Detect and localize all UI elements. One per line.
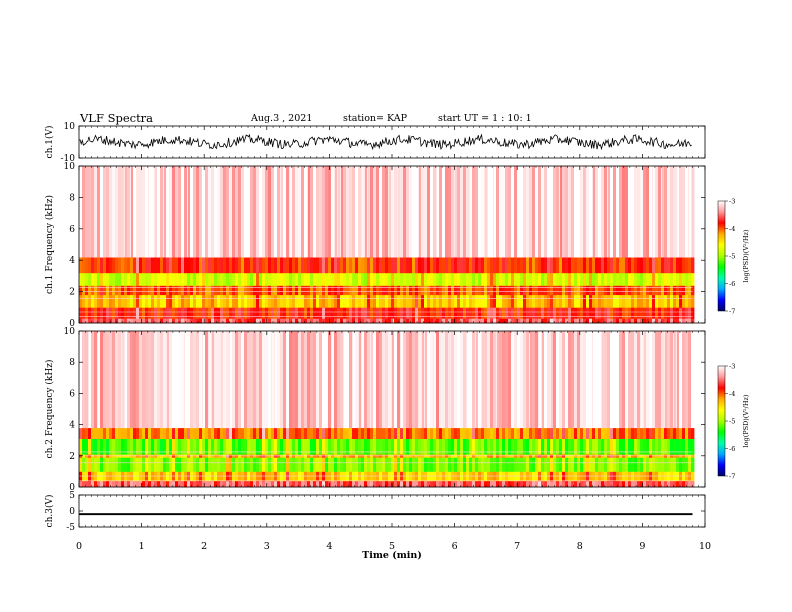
ch2-spec-ytick: 2	[69, 452, 75, 462]
colorbar-label: log(PSD)(V²/Hz)	[742, 394, 750, 447]
spectrogram-ch1	[79, 166, 695, 324]
colorbar-tick: -5	[729, 253, 735, 261]
ch1-wave-ytick: -10	[61, 154, 76, 164]
colorbar-tick: -5	[729, 418, 735, 426]
colorbar-tick: -7	[729, 473, 735, 481]
x-axis-label: Time (min)	[362, 550, 422, 561]
panel-frame	[78, 494, 706, 528]
date-label: Aug.3 , 2021	[251, 113, 313, 124]
station-label: station= KAP	[343, 113, 407, 124]
x-tick-label: 8	[577, 541, 583, 552]
ch1-spec-ytick: 2	[69, 288, 75, 298]
x-tick-label: 4	[326, 541, 332, 552]
ch1-spec-ylabel: ch.1 Frequency (kHz)	[44, 195, 55, 294]
colorbar	[717, 365, 726, 477]
x-tick-label: 9	[639, 541, 645, 552]
ch2-spec-ytick: 0	[69, 483, 75, 493]
start-time-label: start UT = 1 : 10: 1	[438, 113, 532, 124]
ch1-spec-ytick: 0	[69, 319, 75, 329]
colorbar-tick: -3	[729, 363, 735, 371]
colorbar-tick: -6	[729, 280, 735, 288]
x-tick-label: 6	[452, 541, 458, 552]
chart-title: VLF Spectra	[80, 111, 154, 125]
colorbar-tick: -3	[729, 198, 735, 206]
waveform-ch3	[79, 513, 693, 516]
colorbar-label: log(PSD)(V²/Hz)	[742, 229, 750, 282]
colorbar-tick: -6	[729, 445, 735, 453]
ch1-spec-ytick: 6	[69, 225, 75, 235]
ch1-wave-ytick: 10	[64, 122, 76, 132]
x-tick-label: 5	[389, 541, 395, 552]
colorbar-tick: -7	[729, 308, 735, 316]
x-tick-label: 7	[514, 541, 520, 552]
ch1-spec-ytick: 8	[69, 193, 75, 203]
x-tick-label: 3	[264, 541, 270, 552]
colorbar-tick: -4	[729, 225, 735, 233]
ch1-wave-ylabel: ch.1(V)	[44, 126, 55, 159]
ch2-spec-ytick: 10	[64, 327, 76, 337]
colorbars: -3 -4 -5 -6 -7 log(PSD)(V²/Hz) -3 -4 -5 -6 -7 log(P…	[717, 198, 750, 481]
x-tick-label: 10	[699, 541, 711, 552]
x-tick-label: 2	[201, 541, 207, 552]
colorbar-tick: -4	[729, 390, 735, 398]
ch2-spec-ytick: 8	[69, 358, 75, 368]
x-tick-label: 1	[139, 541, 145, 552]
ch3-wave-ytick: -5	[66, 523, 75, 533]
ch3-trace	[79, 513, 693, 516]
ch2-spec-ylabel: ch.2 Frequency (kHz)	[44, 360, 55, 459]
ch1-spec-ytick: 4	[69, 256, 75, 266]
panel-frames	[78, 125, 706, 528]
ch1-spec-ytick: 10	[64, 162, 76, 172]
colorbar	[717, 200, 726, 312]
ch2-spec-ytick: 4	[69, 421, 75, 431]
spectrogram-ch2	[79, 331, 695, 488]
waveform-ch1	[78, 133, 692, 151]
ch3-wave-ytick: 5	[69, 491, 75, 501]
ch3-wave-ytick: 0	[69, 507, 75, 517]
ch2-spec-ytick: 6	[69, 389, 75, 399]
x-tick-label: 0	[76, 541, 82, 552]
ch3-wave-ylabel: ch.3(V)	[44, 495, 55, 528]
